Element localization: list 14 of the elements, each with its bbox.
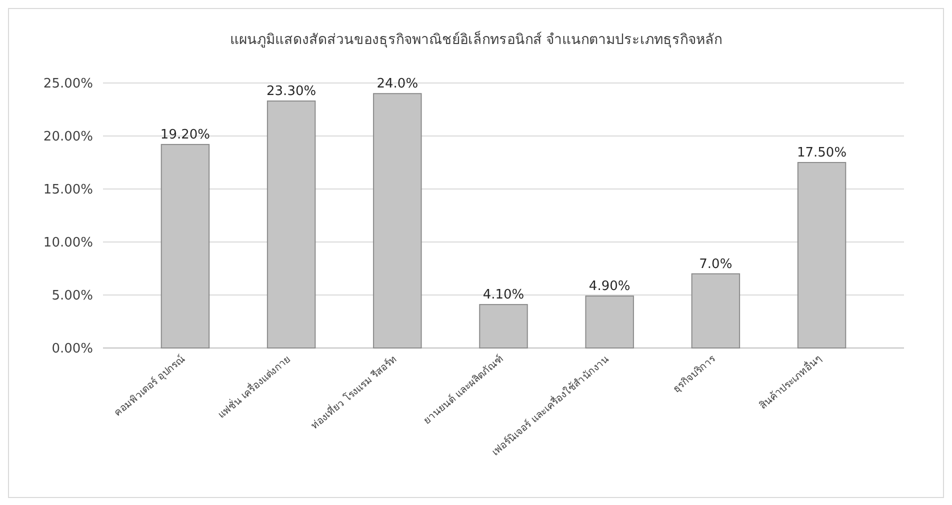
y-tick-label: 5.00% <box>52 288 93 304</box>
data-label: 4.90% <box>588 279 630 294</box>
y-tick-label: 10.00% <box>43 236 93 251</box>
data-label: 19.20% <box>160 127 210 142</box>
y-tick-label: 0.00% <box>52 342 93 357</box>
y-tick-label: 15.00% <box>43 182 93 198</box>
chart-title: แผนภูมิแสดงสัดส่วนของธุรกิจพาณิชย์อิเล็กทรอนิกส์ จำแนกตามประเภทธุรกิจหลัก <box>230 30 722 48</box>
data-label: 4.10% <box>482 288 524 303</box>
y-tick-label: 25.00% <box>43 76 93 92</box>
y-tick-label: 20.00% <box>43 130 93 145</box>
data-label: 7.0% <box>699 256 732 272</box>
data-label: 24.0% <box>376 76 418 92</box>
data-label: 17.50% <box>796 146 847 160</box>
data-label: 23.30% <box>266 84 316 100</box>
